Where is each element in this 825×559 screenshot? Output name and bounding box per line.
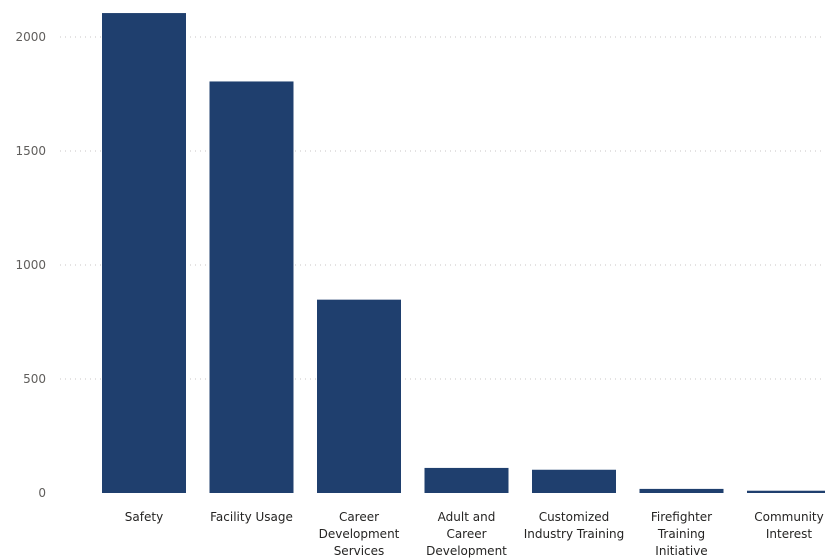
x-category-label-line: Career [446,527,486,541]
x-category-label-line: Services [334,544,385,558]
y-tick-label: 2000 [15,30,46,44]
y-tick-label: 500 [23,372,46,386]
y-tick-label: 1000 [15,258,46,272]
x-category-label: Facility Usage [210,510,293,524]
bar[interactable] [532,469,616,493]
bar[interactable] [639,488,724,493]
x-category-label-line: Career [339,510,379,524]
x-category-label-line: Firefighter [651,510,712,524]
x-category-label-line: Customized [539,510,610,524]
x-category-label-line: Development [426,544,507,558]
x-category-label-line: Development [319,527,400,541]
x-category-label-line: Initiative [655,544,707,558]
x-axis-labels: Safety Facility Usage Career Development Ser… [125,510,824,558]
x-category-label-line: Facility Usage [210,510,293,524]
bars [102,13,825,494]
x-category-label-line: Adult and [438,510,496,524]
x-category-label: Safety [125,510,163,524]
bar[interactable] [747,490,825,493]
x-category-label-line: Community [754,510,823,524]
bar[interactable] [424,467,509,493]
bar[interactable] [209,81,294,494]
x-category-label: Career Development Services [319,510,400,558]
y-tick-label: 0 [38,486,46,500]
x-category-label: Adult and Career Development [426,510,507,558]
bar[interactable] [317,299,401,493]
x-category-label-line: Safety [125,510,163,524]
bar[interactable] [102,13,186,494]
y-tick-label: 1500 [15,144,46,158]
x-category-label-line: Interest [766,527,813,541]
x-category-label-line: Training [657,527,705,541]
x-category-label: Firefighter Training Initiative [651,510,712,558]
x-category-label: Community Interest [754,510,823,541]
x-category-label-line: Industry Training [524,527,625,541]
x-category-label: Customized Industry Training [524,510,625,541]
y-axis-ticks: 0 500 1000 1500 2000 [15,30,46,500]
